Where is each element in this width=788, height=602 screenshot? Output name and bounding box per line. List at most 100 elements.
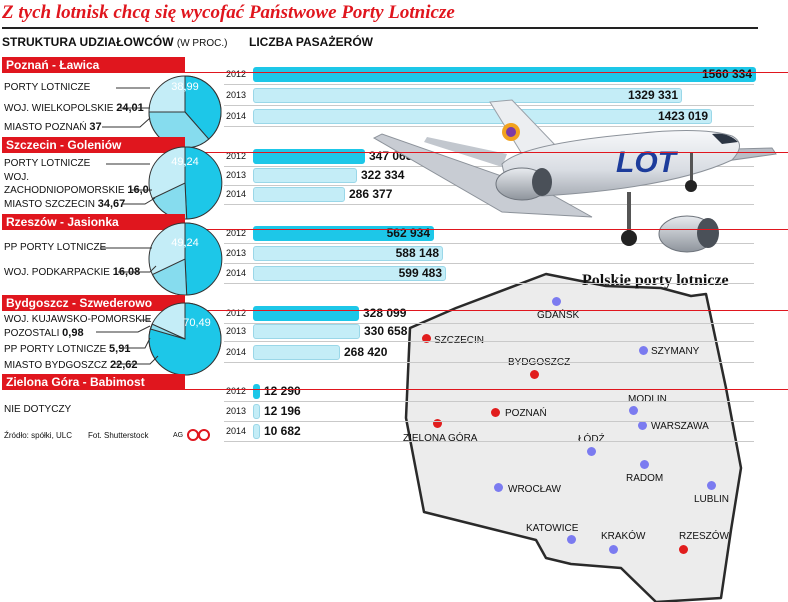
shareholder-value: 0,98 xyxy=(62,327,84,339)
passenger-bar xyxy=(253,306,359,321)
passenger-value: 1560 334 xyxy=(701,67,752,81)
airport-name: Zielona Góra - Babimost xyxy=(2,374,185,390)
passenger-bar xyxy=(253,246,443,261)
pie-value: 70,49 xyxy=(183,317,211,329)
passenger-value: 1423 019 xyxy=(657,109,708,123)
photo-credit: Fot. Shutterstock xyxy=(88,431,149,440)
pie-chart: 49,24 xyxy=(148,222,223,296)
modlin-dot xyxy=(629,406,638,415)
leader-lines xyxy=(102,87,151,128)
shareholder-name: MIASTO POZNAŃ xyxy=(4,122,87,133)
row-divider xyxy=(224,166,754,167)
szczecin-dot xyxy=(422,334,431,343)
passenger-bar xyxy=(253,324,360,339)
passenger-bar xyxy=(253,88,682,103)
row-divider xyxy=(224,323,754,324)
pie-value: 49,24 xyxy=(171,156,199,168)
city-lodz-label: ŁÓDŹ xyxy=(578,434,605,445)
year-label: 2014 xyxy=(226,426,247,436)
passenger-value: 286 377 xyxy=(349,187,393,201)
passenger-bar xyxy=(253,424,260,439)
year-label: 2013 xyxy=(226,406,247,416)
passenger-bar xyxy=(253,67,756,82)
row-divider xyxy=(224,341,754,342)
shareholder-value: 5,91 xyxy=(109,343,131,355)
gdansk-dot xyxy=(552,297,561,306)
city-wroclaw-label: WROCŁAW xyxy=(508,484,561,495)
city-szczecin-label: SZCZECIN xyxy=(434,335,484,346)
shareholder-name: WOJ. PODKARPACKIE xyxy=(4,267,110,278)
rzeszow-dot xyxy=(679,545,688,554)
passenger-value: 322 334 xyxy=(361,168,405,182)
section-divider xyxy=(185,229,788,230)
row-divider xyxy=(224,84,754,85)
page-title: Z tych lotnisk chcą się wycofać Państwow… xyxy=(2,2,455,23)
title-rule xyxy=(2,27,758,29)
year-label: 2012 xyxy=(226,386,247,396)
passenger-bar xyxy=(253,384,260,399)
year-label: 2014 xyxy=(226,189,247,199)
shareholder-label: PORTY LOTNICZE xyxy=(4,158,91,169)
publisher-logo-icon xyxy=(187,429,210,441)
shareholders-header-label: STRUKTURA UDZIAŁOWCÓW xyxy=(2,35,174,49)
city-warszawa-label: WARSZAWA xyxy=(651,421,709,432)
passenger-value: 328 099 xyxy=(363,306,407,320)
zielona-gora-dot xyxy=(433,419,442,428)
passenger-bar xyxy=(253,187,345,202)
szymany-dot xyxy=(639,346,648,355)
leader-lines xyxy=(106,163,156,205)
city-katowice-label: KATOWICE xyxy=(526,523,579,534)
airport-name: Poznań - Ławica xyxy=(2,57,185,73)
airplane-logo: LOT xyxy=(616,146,679,179)
shareholders-header-unit: (W PROC.) xyxy=(176,38,228,49)
author-initials: AG xyxy=(173,432,184,439)
year-label: 2012 xyxy=(226,151,247,161)
passenger-bar xyxy=(253,266,446,281)
city-szymany-label: SZYMANY xyxy=(651,346,700,357)
city-lublin-label: LUBLIN xyxy=(694,494,730,505)
pie-value: 49,24 xyxy=(171,237,199,249)
poland-outline xyxy=(404,272,743,602)
year-label: 2013 xyxy=(226,170,247,180)
passenger-value: 268 420 xyxy=(344,345,388,359)
year-label: 2013 xyxy=(226,90,247,100)
lodz-dot xyxy=(587,447,596,456)
city-krakow-label: KRAKÓW xyxy=(601,531,646,542)
city-modlin-label: MODLIN xyxy=(628,394,667,405)
leader-lines xyxy=(100,247,157,273)
passenger-bar xyxy=(253,109,712,124)
pie-value: 38,99 xyxy=(171,81,199,93)
city-gdansk-label: GDAŃSK xyxy=(537,310,580,321)
krakow-dot xyxy=(609,545,618,554)
shareholder-label: PORTY LOTNICZE xyxy=(4,82,91,93)
year-label: 2012 xyxy=(226,69,247,79)
row-divider xyxy=(224,105,754,106)
leader-lines xyxy=(96,319,159,365)
shareholder-value: 37 xyxy=(89,121,102,133)
passenger-value: 588 148 xyxy=(395,246,439,260)
passenger-value: 12 290 xyxy=(264,384,301,398)
radom-dot xyxy=(640,460,649,469)
airport-name: Szczecin - Goleniów xyxy=(2,137,185,153)
passenger-bar xyxy=(253,168,357,183)
poznan-dot xyxy=(491,408,500,417)
shareholder-name: PP PORTY LOTNICZE xyxy=(4,344,107,355)
lublin-dot xyxy=(707,481,716,490)
row-divider xyxy=(224,243,754,244)
not-applicable-note: NIE DOTYCZY xyxy=(4,404,72,415)
shareholder-label: MIASTO SZCZECIN 34,67 xyxy=(4,198,125,210)
shareholder-label: WOJ. KUJAWSKO-POMORSKIE xyxy=(4,314,152,325)
shareholder-name: POZOSTALI xyxy=(4,328,60,339)
shareholder-label: PP PORTY LOTNICZE xyxy=(4,242,107,253)
row-divider xyxy=(224,401,754,402)
passenger-bar xyxy=(253,404,260,419)
row-divider xyxy=(224,421,754,422)
shareholder-label: POZOSTALI 0,98 xyxy=(4,327,84,339)
shareholder-name: MIASTO SZCZECIN xyxy=(4,199,95,210)
year-label: 2014 xyxy=(226,347,247,357)
passenger-value: 1329 331 xyxy=(627,88,678,102)
passenger-value: 10 682 xyxy=(264,424,301,438)
passenger-value: 599 483 xyxy=(398,266,442,280)
city-rzeszow-label: RZESZÓW xyxy=(679,531,729,542)
shareholder-label: MIASTO BYDGOSZCZ 22,62 xyxy=(4,359,137,371)
